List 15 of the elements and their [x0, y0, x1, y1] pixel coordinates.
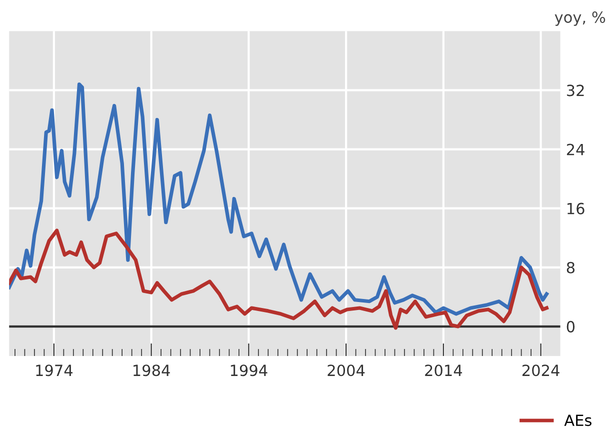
y-tick-label: 16: [568, 202, 584, 214]
x-tick-label: 1994: [230, 364, 268, 376]
x-tick-label: 2004: [328, 364, 365, 376]
x-tick-label: 2024: [522, 364, 560, 376]
y-tick-label: 8: [566, 262, 575, 274]
x-tick-label: 1984: [134, 364, 170, 376]
y-tick-label: 24: [566, 144, 584, 156]
line-series: [9, 228, 548, 330]
y-axis-title: yoy, %: [554, 11, 606, 26]
legend-label: AEs: [564, 414, 592, 426]
x-tick-label: 1974: [36, 364, 73, 376]
y-tick-label: 0: [566, 320, 575, 332]
y-tick-label: 32: [567, 84, 584, 96]
line-series: [9, 82, 548, 316]
x-tick-label: 2014: [425, 364, 462, 376]
